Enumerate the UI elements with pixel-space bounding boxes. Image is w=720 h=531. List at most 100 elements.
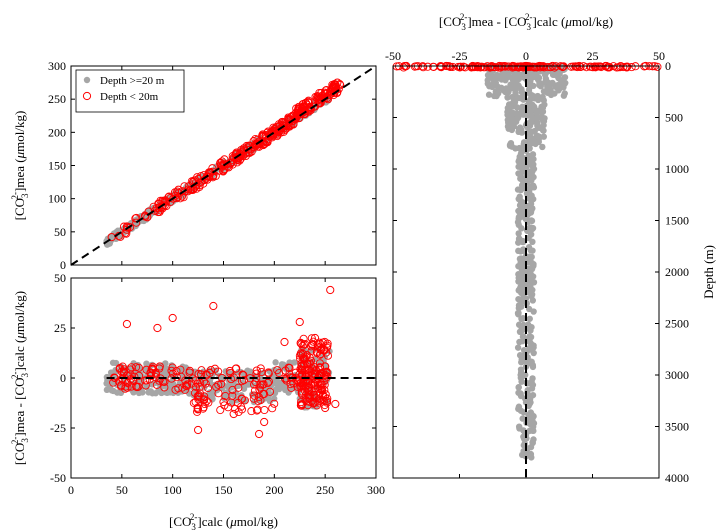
data-point-deep xyxy=(510,123,518,130)
data-point-deep xyxy=(519,333,527,340)
data-point-deep xyxy=(540,122,547,129)
data-point-deep xyxy=(495,84,502,92)
data-point-shallow xyxy=(250,391,259,400)
data-point-shallow xyxy=(142,376,151,385)
panel-residual-vs-depth: -50 -25 0 25 5005001000150020002500300035004… xyxy=(385,12,716,485)
data-point-shallow xyxy=(469,62,478,71)
data-point-shallow xyxy=(167,366,176,375)
data-point-deep xyxy=(176,380,183,387)
data-point-shallow xyxy=(194,395,203,404)
data-point-deep xyxy=(485,91,493,98)
data-point-shallow xyxy=(307,342,316,351)
data-point-shallow xyxy=(316,372,325,381)
identity-line xyxy=(70,65,377,266)
data-point-shallow xyxy=(193,173,202,182)
data-point-deep xyxy=(519,175,526,182)
data-point-shallow xyxy=(423,62,432,71)
data-point-deep xyxy=(527,247,535,254)
data-point-shallow xyxy=(314,391,323,400)
data-point-deep xyxy=(114,389,121,396)
data-point-shallow xyxy=(109,378,118,387)
data-point-shallow xyxy=(309,337,318,346)
label-part: mol/kg) xyxy=(12,291,27,332)
data-point-shallow xyxy=(274,126,283,135)
data-point-shallow xyxy=(153,323,162,333)
data-point-shallow xyxy=(228,391,237,400)
data-point-deep xyxy=(515,304,523,312)
y-tick-label: 200 xyxy=(48,125,66,139)
data-point-shallow xyxy=(258,130,267,139)
label-part: ]calc ( xyxy=(197,514,230,529)
label-part: [CO xyxy=(169,514,191,529)
data-point-shallow xyxy=(312,93,321,102)
data-point-deep xyxy=(518,289,525,297)
data-point-shallow xyxy=(217,379,226,389)
data-point-shallow xyxy=(315,338,324,347)
data-point-shallow xyxy=(292,104,301,113)
data-point-shallow xyxy=(127,363,136,372)
data-point-deep xyxy=(533,133,541,140)
data-point-deep xyxy=(540,133,547,140)
label-part: 3 xyxy=(20,193,30,198)
data-point-deep xyxy=(514,71,522,78)
data-point-deep xyxy=(527,133,534,141)
data-point-shallow xyxy=(298,353,307,362)
label-part: ]calc ( xyxy=(12,339,27,372)
data-point-deep xyxy=(504,104,512,112)
data-point-deep xyxy=(529,375,536,382)
data-point-deep xyxy=(519,315,527,322)
data-point-deep xyxy=(520,238,527,246)
data-point-shallow xyxy=(322,348,331,357)
y-axis-label: Depth (m) xyxy=(701,245,716,299)
data-point-deep xyxy=(530,349,537,357)
data-point-shallow xyxy=(199,403,208,412)
data-point-shallow xyxy=(323,93,332,102)
label-part: 2- xyxy=(460,12,468,22)
data-point-shallow xyxy=(455,63,464,72)
data-point-deep xyxy=(285,364,292,371)
data-point-deep xyxy=(484,77,491,84)
data-point-deep xyxy=(529,101,536,109)
data-point-deep xyxy=(530,308,537,315)
data-point-shallow xyxy=(284,363,293,372)
data-point-deep xyxy=(514,218,522,226)
data-point-shallow xyxy=(220,160,229,169)
data-point-deep xyxy=(516,352,524,359)
data-point-deep xyxy=(530,173,537,181)
data-point-shallow xyxy=(296,398,306,407)
data-point-deep xyxy=(245,381,252,388)
legend-marker-shallow xyxy=(82,91,92,101)
label-part: ]mea - [CO xyxy=(12,377,27,436)
data-point-deep xyxy=(536,80,543,88)
data-point-deep xyxy=(527,77,534,85)
data-point-shallow xyxy=(132,382,141,391)
data-point-shallow xyxy=(446,62,455,72)
data-point-shallow xyxy=(134,371,144,380)
y-tick-label: 3000 xyxy=(665,368,689,382)
data-point-deep xyxy=(526,395,534,402)
data-point-shallow xyxy=(282,124,291,133)
y-tick-label: 1500 xyxy=(665,214,689,228)
data-point-shallow xyxy=(295,317,304,327)
data-point-shallow xyxy=(259,380,268,389)
data-point-deep xyxy=(509,116,516,123)
data-point-shallow xyxy=(199,179,208,188)
data-point-deep xyxy=(540,127,547,134)
data-point-shallow xyxy=(121,228,130,237)
data-point-shallow xyxy=(567,62,576,71)
legend-marker-deep xyxy=(83,76,91,84)
data-point-deep xyxy=(228,398,236,405)
data-point-deep xyxy=(534,119,541,127)
data-point-shallow xyxy=(316,369,325,378)
data-point-deep xyxy=(515,230,522,237)
data-point-deep xyxy=(519,415,526,422)
data-point-shallow xyxy=(326,285,335,295)
data-point-shallow xyxy=(309,398,318,407)
data-point-shallow xyxy=(284,114,293,123)
data-point-shallow xyxy=(132,218,141,227)
y-tick-label: -50 xyxy=(50,471,66,485)
data-point-deep xyxy=(139,389,146,396)
data-point-shallow xyxy=(623,62,632,71)
data-point-shallow xyxy=(202,172,211,181)
data-point-shallow xyxy=(173,187,182,196)
